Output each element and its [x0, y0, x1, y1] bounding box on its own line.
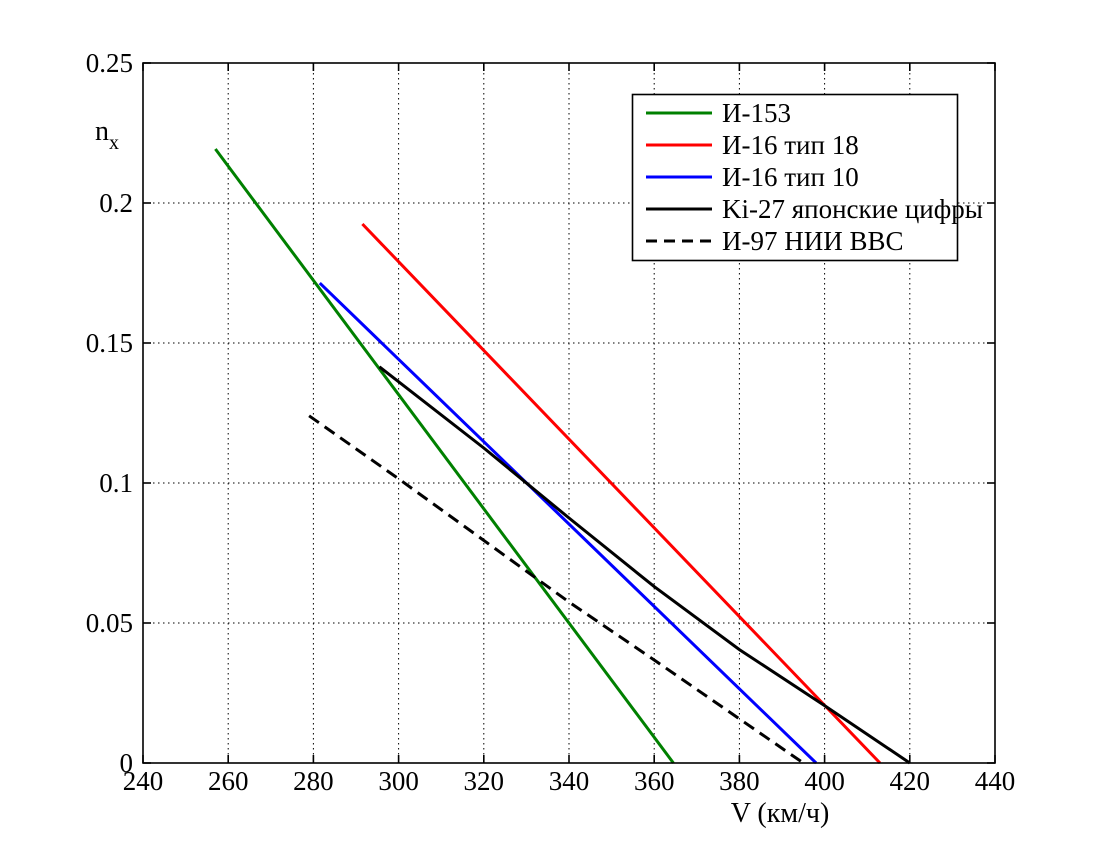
x-tick-label: 300 [378, 766, 419, 796]
legend-label: И-16 тип 10 [722, 162, 859, 192]
legend-label: Ki-27 японские цифры [722, 194, 983, 224]
series-line-1 [361, 222, 882, 765]
tick-label-layer: 240 260 280 300 320 340 360 380 400 420 440 0 0.05 0.… [86, 48, 1016, 796]
x-tick-label: 360 [634, 766, 675, 796]
x-axis-label: V (км/ч) [731, 798, 830, 829]
x-tick-label: 260 [208, 766, 249, 796]
x-tick-label: 420 [890, 766, 931, 796]
y-axis-label: nx [95, 116, 119, 154]
x-tick-label: 280 [293, 766, 334, 796]
y-axis-label-subscript: x [109, 132, 119, 154]
x-tick-label: 380 [719, 766, 760, 796]
x-tick-label: 400 [804, 766, 845, 796]
y-tick-label: 0.15 [86, 328, 133, 358]
legend-item: И-153 [646, 98, 791, 128]
legend-item: И-16 тип 10 [646, 162, 859, 192]
tick-layer [142, 62, 996, 764]
series-line-3 [378, 365, 911, 765]
y-tick-label: 0.25 [86, 48, 133, 78]
y-tick-label: 0.2 [99, 188, 133, 218]
x-tick-label: 340 [549, 766, 590, 796]
y-tick-label: 0 [120, 748, 134, 778]
legend-item: И-16 тип 18 [646, 130, 859, 160]
legend-item: И-97 НИИ ВВС [646, 226, 904, 256]
legend-item: Ki-27 японские цифры [646, 194, 983, 224]
legend-label: И-16 тип 18 [722, 130, 859, 160]
series-line-4 [308, 414, 805, 765]
x-tick-label: 240 [123, 766, 164, 796]
x-tick-label: 440 [975, 766, 1016, 796]
y-tick-label: 0.1 [99, 468, 133, 498]
legend-label: И-97 НИИ ВВС [722, 226, 904, 256]
series-layer [214, 148, 911, 765]
x-tick-label: 320 [464, 766, 505, 796]
y-axis-label-main: n [95, 116, 109, 147]
y-tick-label: 0.05 [86, 608, 133, 638]
legend-label: И-153 [722, 98, 791, 128]
series-line-0 [214, 148, 675, 764]
series-line-2 [318, 282, 818, 765]
